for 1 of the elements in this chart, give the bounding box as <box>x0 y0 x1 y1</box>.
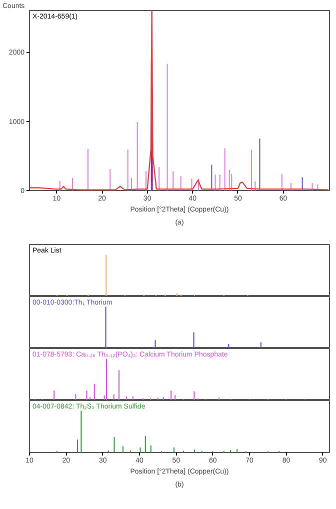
line-series <box>30 10 330 190</box>
